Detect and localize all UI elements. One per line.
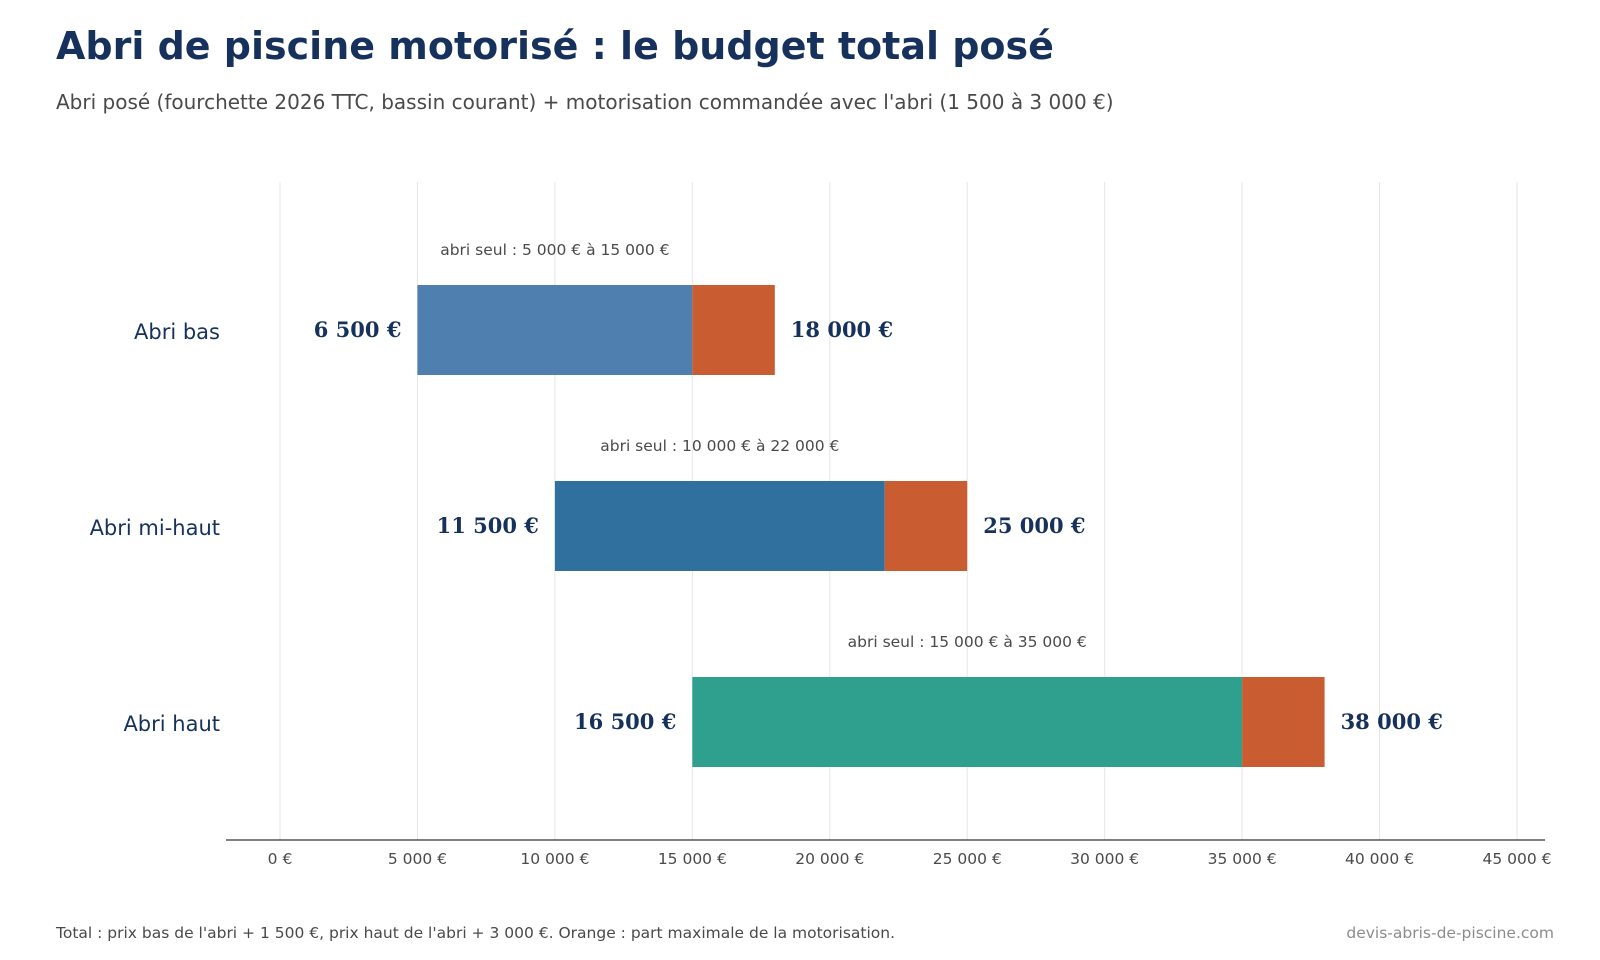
- chart-subtitle: Abri posé (fourchette 2026 TTC, bassin c…: [56, 90, 1114, 114]
- abri-seul-annotation: abri seul : 15 000 € à 35 000 €: [848, 633, 1087, 651]
- x-tick-label: 40 000 €: [1345, 850, 1414, 868]
- x-tick-label: 30 000 €: [1070, 850, 1139, 868]
- x-tick-label: 45 000 €: [1482, 850, 1551, 868]
- chart-title: Abri de piscine motorisé : le budget tot…: [56, 24, 1054, 68]
- x-axis: 0 € 5 000 € 10 000 € 15 000 € 20 000 € 25 000…: [226, 839, 1552, 868]
- category-label: Abri haut: [123, 712, 220, 736]
- x-tick-label: 10 000 €: [520, 850, 589, 868]
- total-high-label: 25 000 €: [983, 513, 1085, 538]
- x-tick-label: 0 €: [268, 850, 293, 868]
- total-low-label: 6 500 €: [314, 317, 402, 342]
- category-label: Abri mi-haut: [90, 516, 220, 540]
- bars: [417, 285, 1325, 767]
- abri-range-bar: [692, 677, 1243, 767]
- total-low-label: 11 500 €: [437, 513, 539, 538]
- labels: Abri bas 6 500 € 18 000 € abri seul : 5 000…: [90, 241, 1443, 736]
- x-tick-label: 20 000 €: [795, 850, 864, 868]
- category-label: Abri bas: [134, 320, 220, 344]
- total-high-label: 18 000 €: [791, 317, 893, 342]
- total-high-label: 38 000 €: [1341, 709, 1443, 734]
- motorisation-bar: [692, 285, 775, 375]
- source-credit: devis-abris-de-piscine.com: [1346, 924, 1554, 942]
- footnote: Total : prix bas de l'abri + 1 500 €, pr…: [56, 924, 896, 942]
- abri-seul-annotation: abri seul : 10 000 € à 22 000 €: [600, 437, 839, 455]
- total-low-label: 16 500 €: [574, 709, 676, 734]
- motorisation-bar: [884, 481, 968, 571]
- abri-range-bar: [554, 481, 885, 571]
- x-tick-label: 5 000 €: [388, 850, 447, 868]
- motorisation-bar: [1242, 677, 1325, 767]
- x-tick-label: 15 000 €: [658, 850, 727, 868]
- x-tick-label: 25 000 €: [933, 850, 1002, 868]
- abri-range-bar: [417, 285, 693, 375]
- x-tick-label: 35 000 €: [1208, 850, 1277, 868]
- abri-seul-annotation: abri seul : 5 000 € à 15 000 €: [440, 241, 669, 259]
